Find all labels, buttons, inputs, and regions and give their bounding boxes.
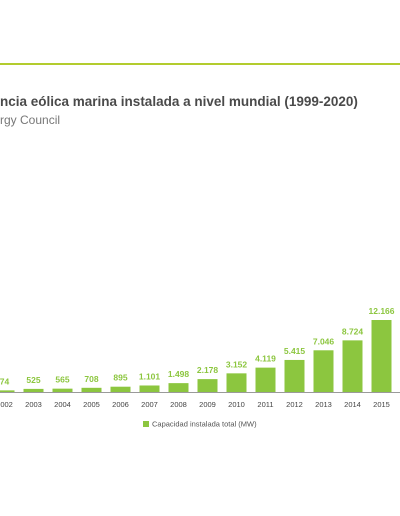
legend-swatch: [143, 421, 149, 428]
x-tick-2003: 2003: [25, 400, 42, 409]
x-tick-2008: 2008: [170, 400, 187, 409]
data-label-2003: 525: [26, 375, 40, 385]
bar-2008: [168, 383, 189, 392]
data-label-2005: 708: [84, 374, 98, 384]
x-tick-2002: 2002: [0, 400, 13, 409]
bar-2007: [139, 385, 160, 392]
bar-2015: [371, 320, 392, 392]
chart-legend: Capacidad instalada total (MW): [143, 419, 257, 429]
x-tick-2015: 2015: [373, 400, 390, 409]
data-label-2015: 12.166: [369, 306, 395, 316]
x-tick-2009: 2009: [199, 400, 216, 409]
data-label-2013: 7.046: [313, 336, 335, 346]
x-tick-2011: 2011: [257, 400, 273, 409]
data-label-2002: 74: [0, 376, 9, 386]
data-label-2009: 2.178: [197, 365, 219, 375]
x-tick-2012: 2012: [286, 400, 303, 409]
bar-2014: [342, 340, 363, 392]
x-tick-2014: 2014: [344, 400, 361, 409]
bar-2012: [284, 359, 305, 392]
bar-2006: [110, 386, 131, 392]
x-tick-2007: 2007: [141, 400, 158, 409]
data-label-2007: 1.101: [139, 371, 161, 381]
data-label-2006: 895: [113, 373, 127, 383]
chart-title: ncia eólica marina instalada a nivel mun…: [0, 94, 358, 109]
chart-source: rgy Council: [0, 113, 61, 127]
x-tick-2013: 2013: [315, 400, 332, 409]
bar-2004: [52, 388, 73, 392]
x-tick-2006: 2006: [112, 400, 129, 409]
top-accent-rule: [0, 63, 400, 65]
x-tick-2010: 2010: [228, 400, 245, 409]
data-label-2008: 1.498: [168, 369, 190, 379]
bar-2010: [226, 373, 247, 392]
data-label-2012: 5.415: [284, 346, 306, 356]
bar-2005: [81, 387, 102, 392]
bar-2003: [23, 388, 44, 392]
bar-2002: [0, 390, 15, 392]
data-label-2010: 3.152: [226, 359, 248, 369]
data-label-2014: 8.724: [342, 326, 364, 336]
x-tick-2005: 2005: [83, 400, 100, 409]
bar-2011: [255, 367, 276, 392]
data-label-2004: 565: [55, 375, 69, 385]
legend-label: Capacidad instalada total (MW): [152, 419, 257, 429]
data-label-2011: 4.119: [255, 354, 276, 364]
bar-2009: [197, 379, 218, 392]
bar-2013: [313, 350, 334, 392]
x-tick-2004: 2004: [54, 400, 71, 409]
